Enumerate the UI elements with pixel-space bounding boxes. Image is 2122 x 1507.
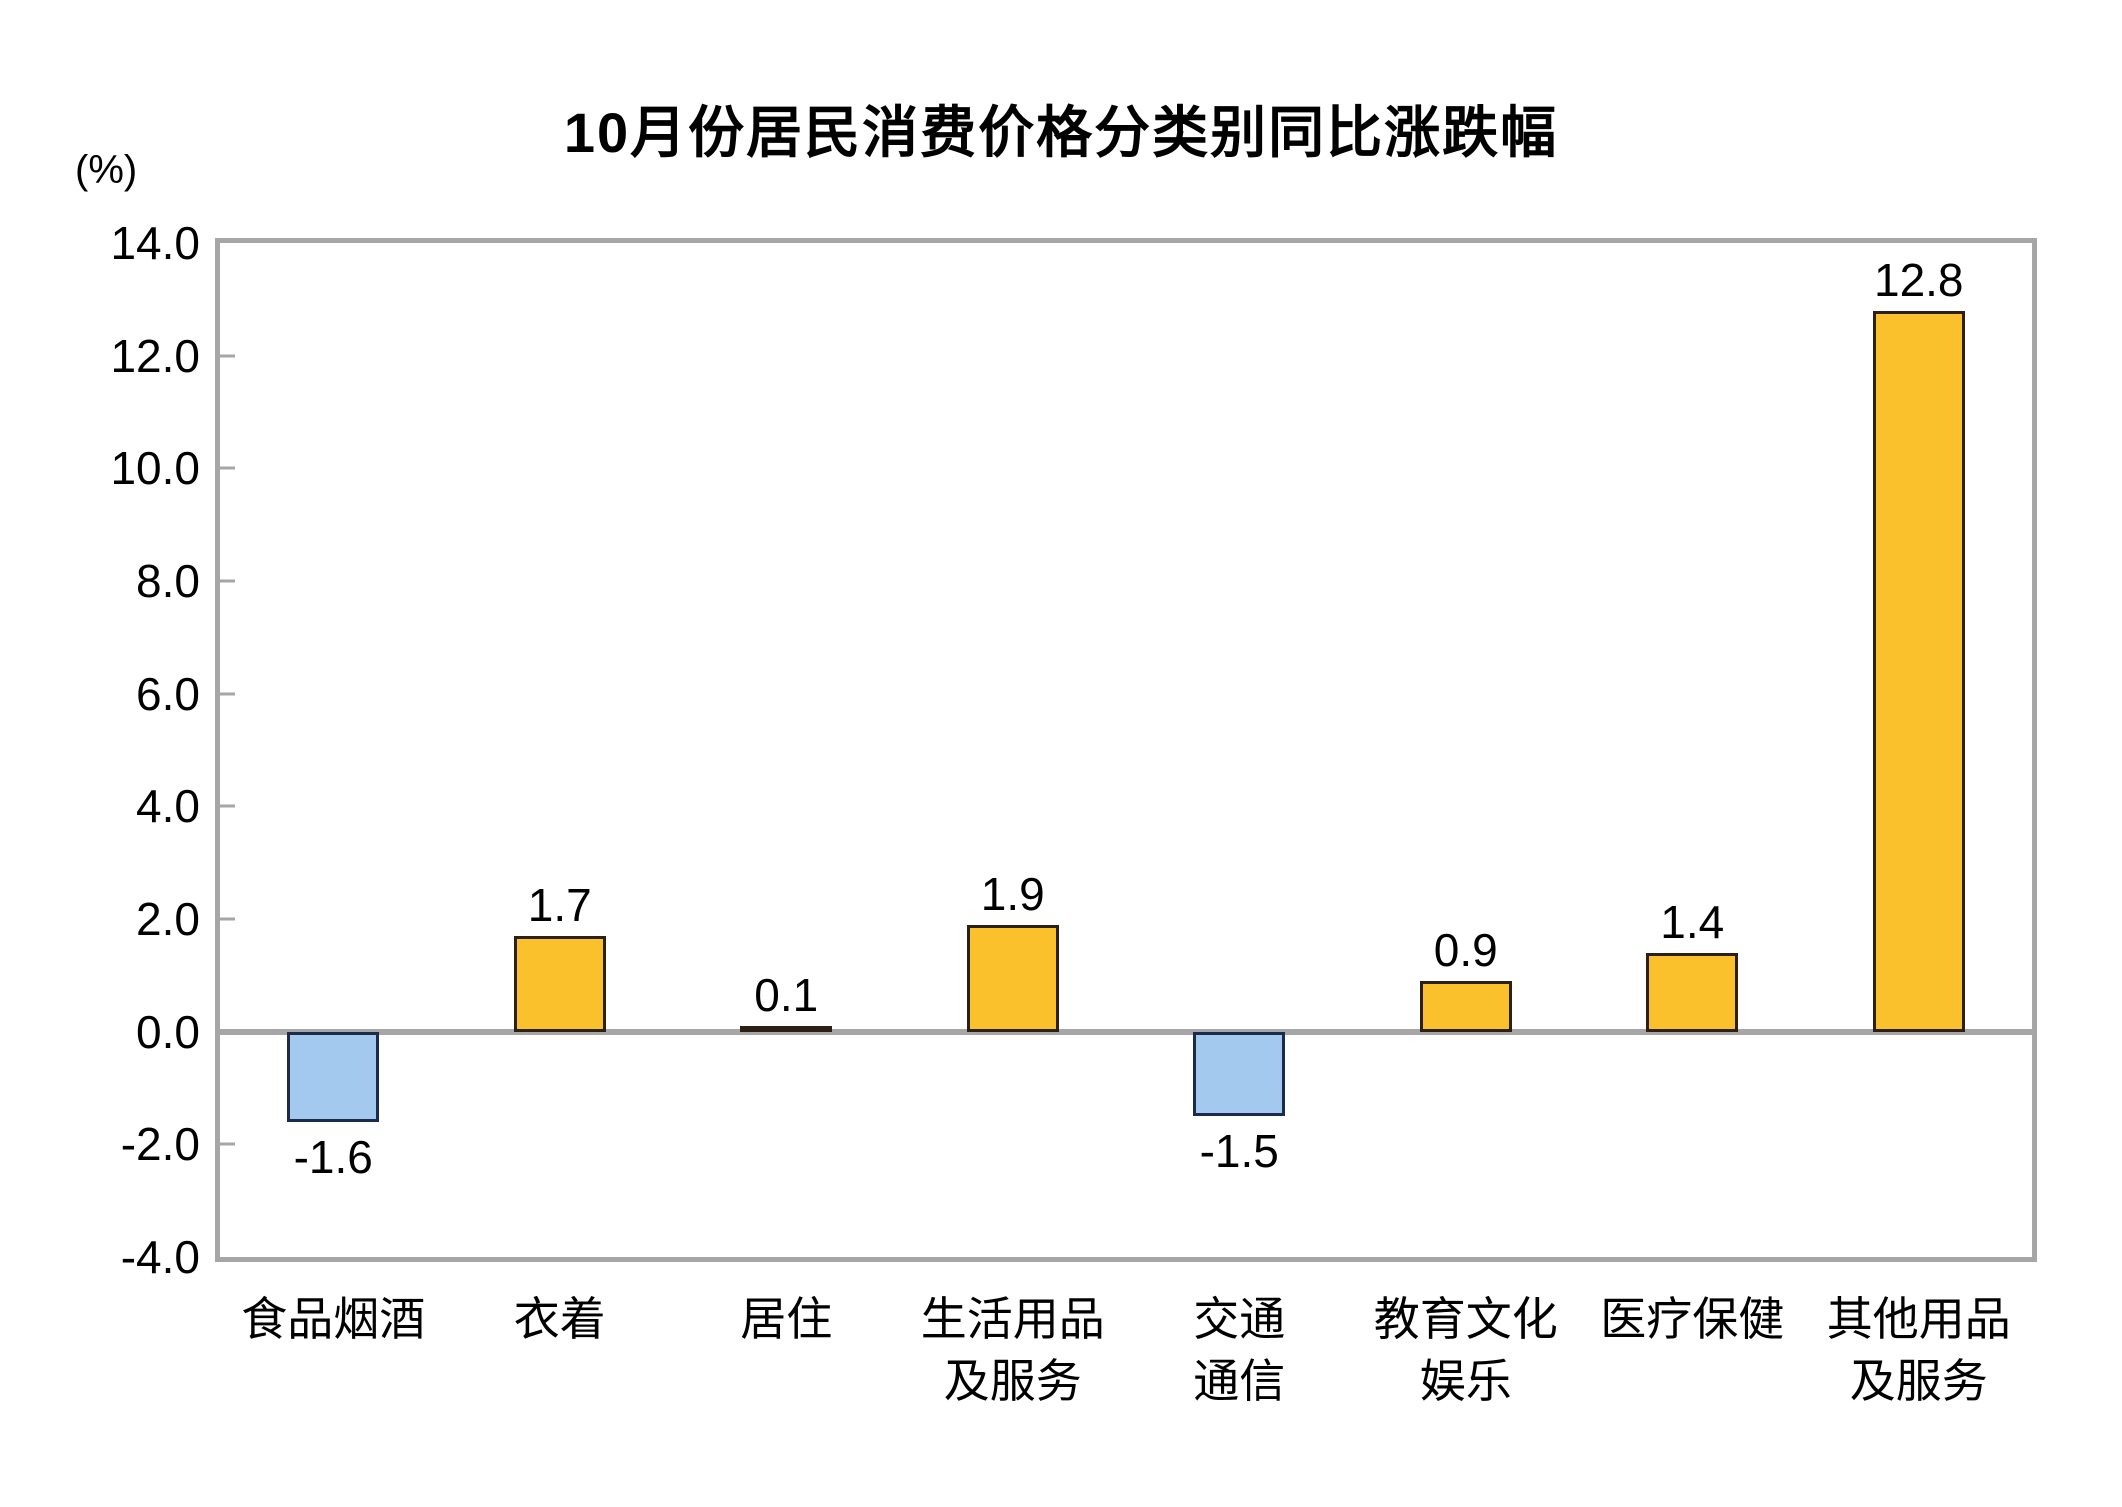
- y-axis-tick: [220, 579, 235, 583]
- plot-area: [215, 238, 2037, 1262]
- chart-bar: [1872, 310, 1965, 1032]
- y-axis-tick-label: 4.0: [136, 780, 200, 833]
- y-axis-tick-label: 0.0: [136, 1005, 200, 1058]
- y-axis-tick: [220, 917, 235, 921]
- x-axis-category-label: 交通 通信: [1193, 1293, 1286, 1407]
- y-axis-tick: [220, 1142, 235, 1146]
- bar-value-label: 0.9: [1433, 923, 1498, 976]
- chart-bar: [1419, 980, 1512, 1032]
- bar-value-label: 12.8: [1873, 253, 1964, 306]
- zero-baseline: [220, 1028, 2032, 1035]
- y-axis-tick-label: 12.0: [110, 329, 200, 382]
- y-axis-tick: [220, 354, 235, 358]
- x-axis-category-label: 生活用品 及服务: [920, 1293, 1105, 1407]
- chart-title: 10月份居民消费价格分类别同比涨跌幅: [563, 101, 1559, 164]
- x-axis-category-label: 居住: [740, 1293, 833, 1345]
- chart-bar: [1646, 952, 1739, 1032]
- y-axis-tick: [220, 804, 235, 808]
- x-axis-category-label: 其他用品 及服务: [1826, 1293, 2011, 1407]
- x-axis-category-label: 衣着: [513, 1293, 606, 1345]
- bar-value-label: 1.7: [527, 878, 592, 931]
- bar-value-label: -1.6: [293, 1130, 373, 1183]
- bar-value-label: 1.4: [1660, 895, 1725, 948]
- bar-value-label: 0.1: [754, 969, 819, 1022]
- y-axis-tick-label: 2.0: [136, 893, 200, 945]
- chart-bar: [740, 1026, 833, 1033]
- y-axis-tick: [220, 692, 235, 696]
- y-axis-tick-label: 8.0: [136, 555, 200, 607]
- chart-bar: [1193, 1031, 1286, 1117]
- x-axis-category-label: 医疗保健: [1600, 1293, 1785, 1345]
- x-axis-category-label: 食品烟酒: [241, 1293, 426, 1345]
- chart-bar: [287, 1031, 380, 1122]
- y-axis-tick-label: 14.0: [110, 217, 200, 269]
- x-axis-category-label: 教育文化 娱乐: [1373, 1293, 1558, 1407]
- chart-bar: [966, 924, 1059, 1032]
- y-axis-tick: [220, 466, 235, 470]
- y-axis-tick-label: -4.0: [120, 1231, 200, 1283]
- y-axis-tick-label: 6.0: [136, 667, 200, 720]
- y-axis-tick-label: -2.0: [120, 1118, 200, 1171]
- chart-bar: [513, 935, 606, 1032]
- bar-value-label: 1.9: [980, 867, 1045, 920]
- y-axis-tick-label: 10.0: [110, 442, 200, 495]
- bar-value-label: -1.5: [1199, 1125, 1279, 1178]
- y-axis-unit-label: (%): [75, 148, 138, 192]
